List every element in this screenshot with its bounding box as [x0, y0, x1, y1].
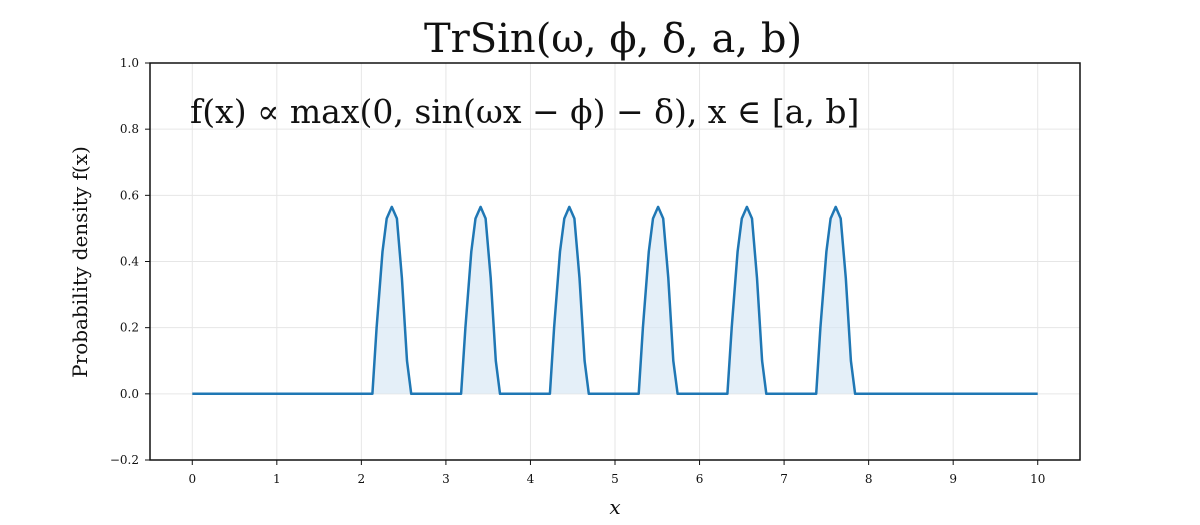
formula-annotation: f(x) ∝ max(0, sin(ωx − ϕ) − δ), x ∈ [a, …: [190, 92, 859, 131]
y-tick-label: −0.2: [110, 453, 139, 467]
x-tick-label: 7: [780, 472, 788, 486]
x-tick-label: 4: [527, 472, 535, 486]
x-tick-label: 8: [865, 472, 873, 486]
ticks: 0 1 2 3 4 5 6 7 8 9 10 −0.2 0.0 0.2 0.4 0.6 0.8 1.0: [110, 56, 1046, 486]
y-axis-label: Probability density f(x): [68, 146, 92, 378]
x-tick-label: 1: [273, 472, 281, 486]
y-tick-label: 0.2: [120, 321, 139, 335]
x-tick-label: 5: [611, 472, 619, 486]
x-tick-label: 0: [188, 472, 196, 486]
x-tick-label: 9: [949, 472, 957, 486]
y-tick-label: 1.0: [120, 56, 139, 70]
x-tick-label: 3: [442, 472, 450, 486]
y-tick-label: 0.0: [120, 387, 139, 401]
x-tick-label: 10: [1030, 472, 1045, 486]
x-axis-label: x: [609, 495, 620, 519]
chart-title: TrSin(ω, ϕ, δ, a, b): [424, 16, 802, 62]
density-line: [192, 205, 1038, 396]
x-tick-label: 6: [696, 472, 704, 486]
x-tick-label: 2: [358, 472, 366, 486]
y-tick-label: 0.8: [120, 122, 139, 136]
y-tick-label: 0.4: [120, 255, 139, 269]
y-tick-label: 0.6: [120, 188, 139, 202]
